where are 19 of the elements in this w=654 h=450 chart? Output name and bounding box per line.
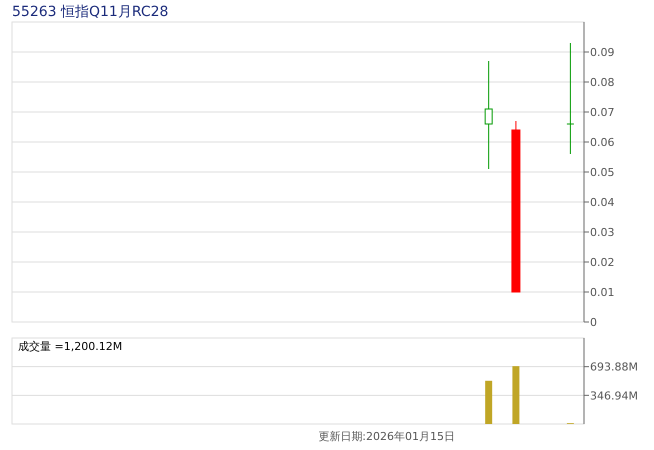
candlestick xyxy=(484,60,493,170)
candlestick xyxy=(566,42,574,154)
bar xyxy=(512,366,520,424)
y-tick-label: 693.88M xyxy=(590,360,638,374)
y-tick-label: 0.01 xyxy=(590,286,614,299)
annotation: 成交量 =1,200.12M xyxy=(18,340,122,353)
y-tick-label: 0.02 xyxy=(590,256,614,269)
y-tick-label: 0.04 xyxy=(590,196,614,209)
bar xyxy=(485,380,492,424)
y-tick-label: 346.94M xyxy=(590,389,638,402)
y-tick-label: 0.03 xyxy=(590,226,614,239)
text: 更新日期:2026年01月15日 xyxy=(318,430,455,443)
y-tick-label: 0.08 xyxy=(590,76,614,89)
y-tick-label: 0.07 xyxy=(590,106,614,119)
y-tick-label: 0.06 xyxy=(590,136,614,149)
y-tick-label: 0.09 xyxy=(590,46,614,59)
chart-title: 55263 恒指Q11月RC28 xyxy=(12,4,168,20)
y-tick-label: 0.05 xyxy=(590,166,614,179)
y-tick-label: 0 xyxy=(590,316,597,329)
